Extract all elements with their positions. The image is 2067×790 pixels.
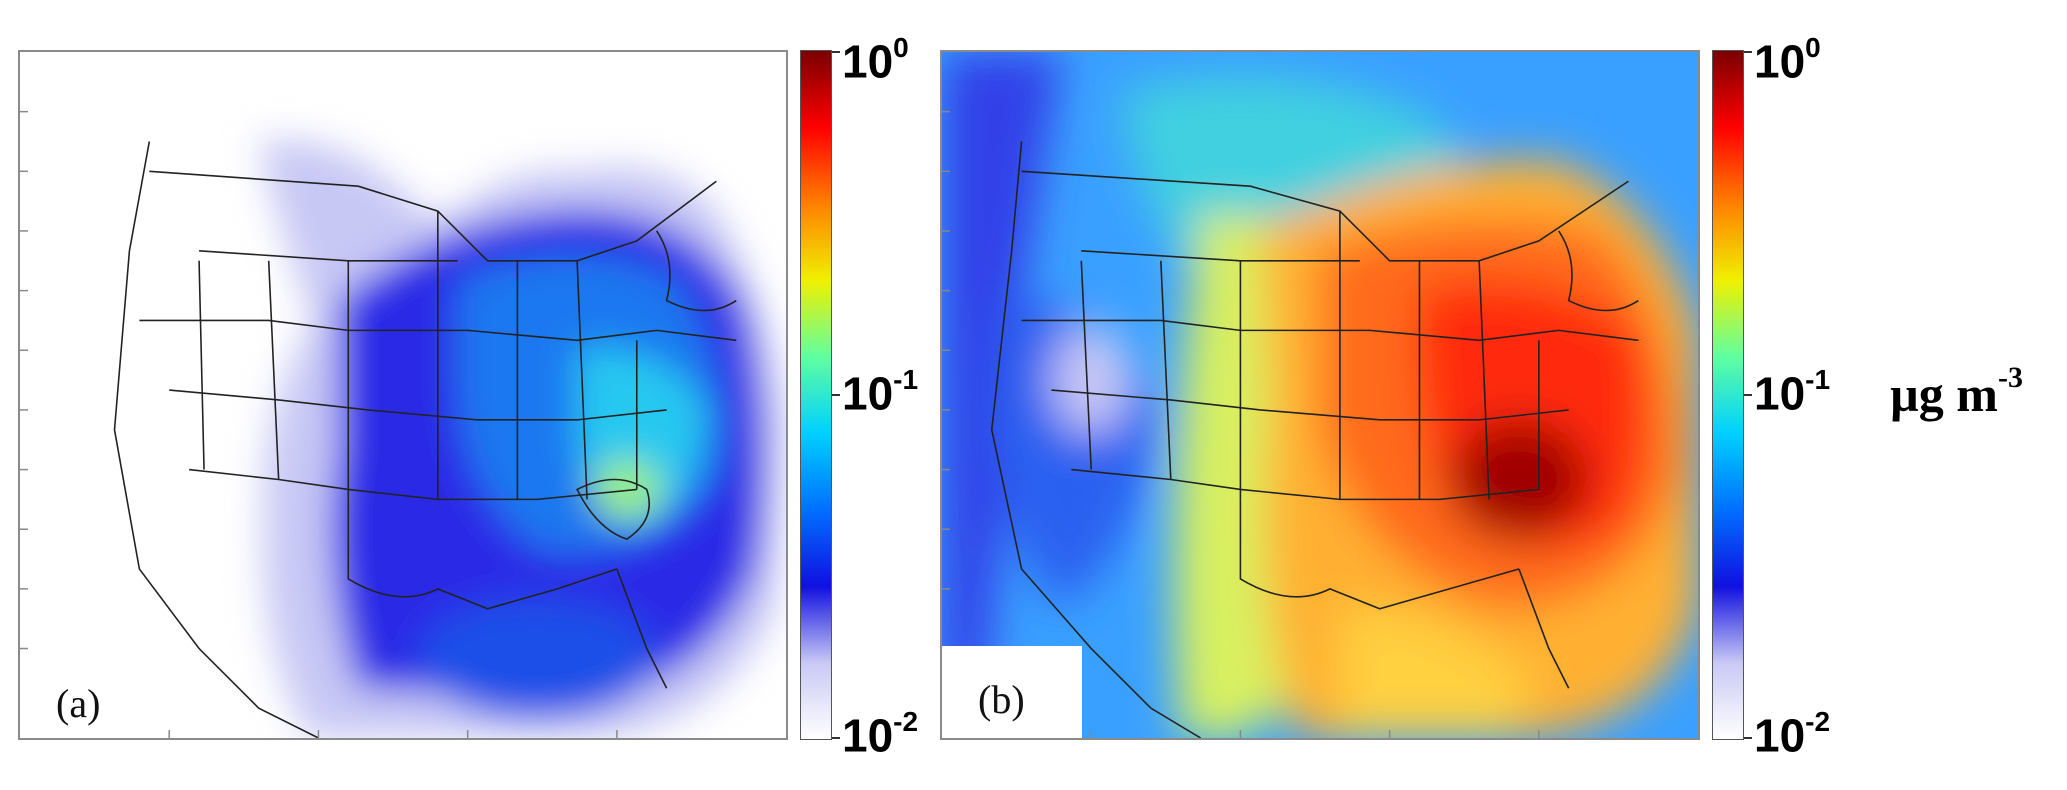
colorbar-b-mid-label: 10-1 bbox=[1754, 364, 1831, 420]
state-boundaries-b bbox=[990, 141, 1639, 738]
colorbar-tick bbox=[1744, 394, 1752, 396]
colorbar-a-bottom-label: 10-2 bbox=[842, 706, 919, 762]
concentration-field-b bbox=[942, 52, 1698, 738]
colorbar-tick bbox=[832, 51, 840, 53]
axis-ticks-a bbox=[20, 110, 618, 738]
colorbar-a-mid-label: 10-1 bbox=[842, 364, 919, 420]
colorbar-tick bbox=[1744, 51, 1752, 53]
colorbar-tick bbox=[832, 394, 840, 396]
map-panel-b: (b) bbox=[940, 50, 1700, 740]
map-panel-a: (a) bbox=[18, 50, 788, 740]
state-boundaries-a bbox=[113, 141, 737, 738]
colorbar-a bbox=[800, 50, 840, 740]
colorbar-b bbox=[1712, 50, 1752, 740]
colorbar-tick bbox=[1744, 737, 1752, 739]
colorbar-b-bottom-label: 10-2 bbox=[1754, 706, 1831, 762]
concentration-map-a bbox=[20, 110, 786, 738]
panel-label-b: (b) bbox=[978, 677, 1025, 722]
axis-ticks-b bbox=[942, 110, 1540, 738]
concentration-map-b bbox=[942, 52, 1698, 738]
concentration-field-a bbox=[258, 139, 786, 738]
units-label: µg m-3 bbox=[1890, 361, 2023, 422]
panel-label-a: (a) bbox=[56, 681, 101, 726]
colorbar-tick bbox=[832, 737, 840, 739]
colorbar-a-top-label: 100 bbox=[842, 32, 909, 88]
panel-label-background-b bbox=[942, 646, 1082, 738]
colorbar-b-top-label: 100 bbox=[1754, 32, 1821, 88]
